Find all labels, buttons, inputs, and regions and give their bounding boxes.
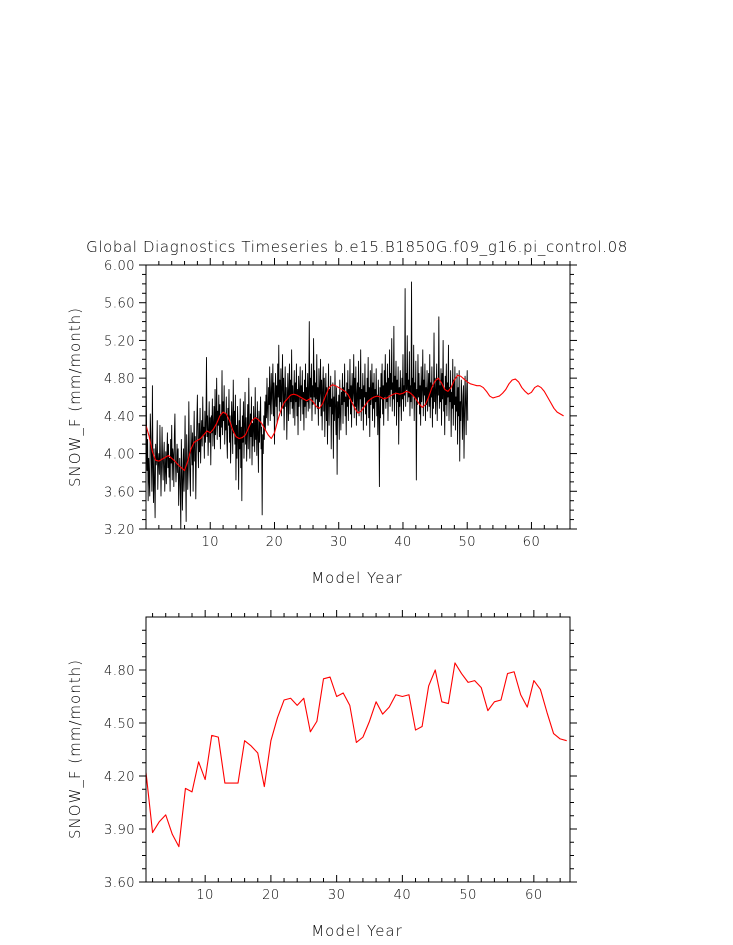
- series-line-annual: [146, 662, 567, 848]
- x-tick-label: 50: [458, 535, 476, 550]
- bottom-panel: Model Year SNOW_F (mm/month) 10 20 30 40 50 6…: [66, 610, 577, 940]
- x-tick-label: 30: [328, 888, 346, 903]
- y-tick-label: 3.60: [104, 485, 135, 500]
- x-tick-label: 60: [523, 535, 541, 550]
- y-tick-label: 3.20: [104, 523, 135, 538]
- x-tick-label: 30: [330, 535, 348, 550]
- series-line-smoothed: [146, 374, 564, 472]
- x-tick-label: 20: [266, 535, 284, 550]
- series-line-monthly: [146, 281, 469, 529]
- y-tick-label: 5.20: [104, 334, 135, 349]
- x-tick-label: 40: [394, 888, 412, 903]
- y-tick-label: 4.20: [104, 770, 135, 785]
- x-tick-label: 50: [459, 888, 477, 903]
- y-axis-label: SNOW_F (mm/month): [66, 659, 84, 839]
- x-tick-label: 40: [394, 535, 412, 550]
- y-tick-label: 4.50: [104, 717, 135, 732]
- y-tick-label: 6.00: [104, 259, 135, 274]
- x-axis-label: Model Year: [311, 569, 403, 587]
- chart-title: Global Diagnostics Timeseries b.e15.B185…: [86, 238, 628, 256]
- y-tick-label: 4.80: [104, 372, 135, 387]
- y-tick-label: 3.90: [104, 823, 135, 838]
- top-panel: Model Year SNOW_F (mm/month) 10 20 30 40 50 6…: [66, 258, 577, 587]
- y-tick-label: 4.40: [104, 410, 135, 425]
- y-tick-label: 5.60: [104, 297, 135, 312]
- y-tick-label: 4.00: [104, 448, 135, 463]
- y-axis-label: SNOW_F (mm/month): [66, 307, 84, 487]
- y-tick-label: 3.60: [104, 876, 135, 891]
- x-tick-label: 20: [262, 888, 280, 903]
- x-tick-label: 10: [196, 888, 214, 903]
- y-tick-label: 4.80: [104, 664, 135, 679]
- x-tick-label: 60: [525, 888, 543, 903]
- x-tick-label: 10: [201, 535, 219, 550]
- x-axis-label: Model Year: [311, 922, 403, 940]
